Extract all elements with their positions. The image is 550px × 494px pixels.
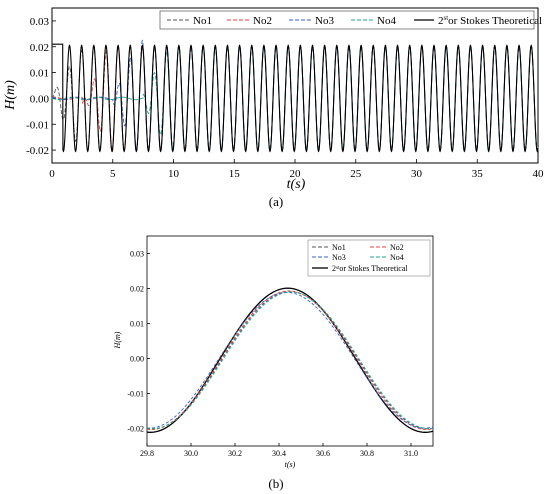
y-tick-label: 0.03 (30, 16, 50, 28)
y-tick-label: -0.01 (26, 119, 49, 131)
x-tick-label: 40 (533, 168, 545, 180)
legend-label: No3 (332, 253, 346, 262)
x-tick-label: 10 (168, 168, 180, 180)
series-line-3 (146, 291, 434, 429)
legend-label: No4 (390, 253, 404, 262)
chart-a-legend: No1 No2 No3 No4 2stor Stokes Theoretical (159, 10, 542, 30)
legend-label: No3 (315, 15, 334, 27)
y-tick-label: 0.01 (30, 68, 49, 80)
legend-label: No1 (193, 15, 212, 27)
chart-a-ticks: 0 5 10 15 20 25 30 35 40 -0.02 -0.01 0.00 0.01 0.02 0.… (26, 16, 544, 180)
x-tick-label: 5 (110, 168, 116, 180)
chart-a-legend-box (159, 10, 535, 30)
x-tick-label: 30.6 (316, 449, 330, 458)
y-tick-label: 0.02 (130, 285, 144, 294)
x-tick-label: 25 (350, 168, 362, 180)
series-line-5 (52, 43, 539, 153)
y-tick-label: 0.03 (130, 250, 144, 259)
x-tick-label: 20 (290, 168, 302, 180)
chart-a-plot-frame (51, 7, 539, 164)
series-line-4 (51, 45, 539, 152)
y-tick-label: -0.02 (127, 425, 144, 434)
y-tick-label: 0.00 (130, 355, 144, 364)
chart-b-caption: (b) (268, 476, 283, 491)
chart-b-ylabel: H(m) (113, 331, 122, 349)
chart-b-plot-frame (146, 235, 434, 447)
x-tick-label: 29.8 (140, 449, 154, 458)
chart-a-caption: (a) (269, 194, 283, 209)
x-tick-label: 30.4 (272, 449, 286, 458)
legend-label: 2stor Stokes Theoretical (438, 14, 542, 27)
legend-label: 2stor Stokes Theoretical (332, 264, 408, 273)
x-tick-label: 30 (411, 168, 423, 180)
x-tick-label: 30.2 (228, 449, 242, 458)
series-line-4 (146, 291, 434, 429)
chart-b: 29.8 30.0 30.2 30.4 30.6 30.8 31.0 -0.02 -0.01 0.… (113, 235, 434, 491)
legend-label: No2 (253, 15, 272, 27)
y-tick-label: -0.01 (127, 390, 144, 399)
legend-label: No2 (390, 243, 404, 252)
series-line-2 (146, 290, 434, 431)
y-tick-label: -0.02 (26, 145, 49, 157)
chart-b-legend: No1 No2 No3 No4 2stor Stokes Theoretical (307, 239, 431, 277)
series-line-1 (51, 45, 539, 152)
x-tick-label: 31.0 (404, 449, 418, 458)
chart-a: 0 5 10 15 20 25 30 35 40 -0.02 -0.01 0.00 0.01 0.02 0.… (3, 7, 544, 209)
x-tick-label: 15 (229, 168, 241, 180)
chart-a-ylabel: H(m) (3, 80, 18, 111)
series-line-2 (51, 45, 539, 153)
y-tick-label: 0.00 (30, 93, 50, 105)
chart-a-xlabel: t(s) (287, 177, 306, 192)
chart-b-legend-box (307, 239, 431, 277)
chart-b-series (146, 287, 434, 433)
series-line-3 (51, 39, 539, 152)
chart-b-ticks: 29.8 30.0 30.2 30.4 30.6 30.8 31.0 -0.02 -0.01 0.… (127, 250, 418, 459)
series-line-5 (146, 287, 434, 433)
legend-label: No1 (332, 243, 346, 252)
chart-b-xlabel: t(s) (285, 460, 296, 469)
y-tick-label: 0.02 (30, 42, 49, 54)
x-tick-label: 0 (49, 168, 55, 180)
chart-a-series (51, 39, 539, 153)
x-tick-label: 30.0 (184, 449, 198, 458)
x-tick-label: 30.8 (360, 449, 374, 458)
x-tick-label: 35 (472, 168, 484, 180)
y-tick-label: 0.01 (130, 320, 144, 329)
legend-label: No4 (377, 15, 396, 27)
